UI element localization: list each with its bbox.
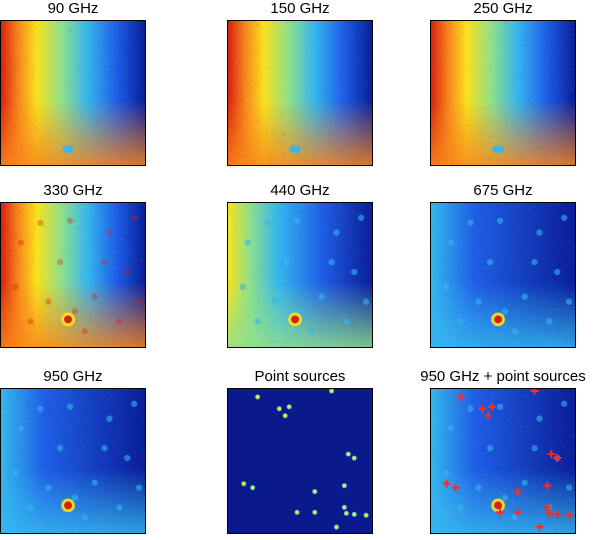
panel-title: 150 GHz (270, 0, 330, 17)
panel-title: 250 GHz (473, 0, 533, 17)
sky-map (0, 202, 146, 348)
panel-title: 90 GHz (47, 0, 99, 17)
panel-point-sources: Point sources (227, 368, 373, 536)
sky-map (227, 388, 373, 534)
sky-map (0, 388, 146, 534)
sky-map (430, 388, 576, 534)
sky-map (227, 20, 373, 166)
panel-950ghz-plus-point-sources: 950 GHz + point sources (420, 368, 586, 536)
panel-title: 950 GHz + point sources (420, 368, 586, 385)
panel-title: 440 GHz (270, 182, 330, 199)
panel-150ghz: 150 GHz (227, 0, 373, 168)
panel-250ghz: 250 GHz (430, 0, 576, 168)
panel-title: Point sources (254, 368, 346, 385)
panel-675ghz: 675 GHz (430, 182, 576, 350)
panel-title: 950 GHz (43, 368, 103, 385)
sky-map (227, 202, 373, 348)
panel-90ghz: 90 GHz (0, 0, 146, 168)
panel-title: 675 GHz (473, 182, 533, 199)
panel-950ghz: 950 GHz (0, 368, 146, 536)
panel-330ghz: 330 GHz (0, 182, 146, 350)
sky-map (0, 20, 146, 166)
panel-title: 330 GHz (43, 182, 103, 199)
sky-map (430, 20, 576, 166)
sky-map (430, 202, 576, 348)
panel-440ghz: 440 GHz (227, 182, 373, 350)
